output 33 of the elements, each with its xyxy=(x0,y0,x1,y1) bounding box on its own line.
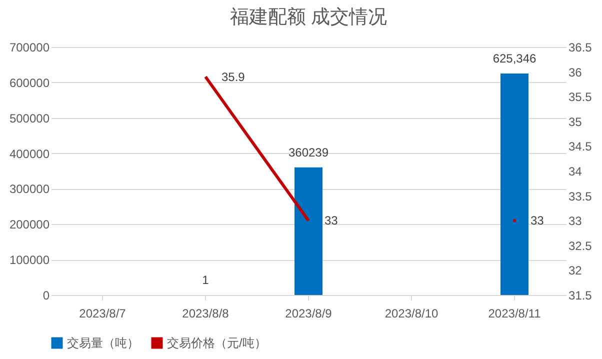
chart-title: 福建配额 成交情况 xyxy=(230,6,388,28)
y-tick-label: 500000 xyxy=(9,111,50,126)
legend-label: 交易价格（元/吨） xyxy=(167,336,266,350)
y2-tick-label: 36 xyxy=(568,65,582,80)
x-tick-label: 2023/8/11 xyxy=(488,306,542,320)
data-label: 33 xyxy=(530,214,544,228)
x-tick-label: 2023/8/8 xyxy=(182,306,230,320)
y2-tick-label: 35 xyxy=(568,114,582,129)
data-label: 1 xyxy=(202,273,210,287)
y2-tick-label: 31.5 xyxy=(568,288,592,302)
y2-tick-label: 32.5 xyxy=(568,238,592,253)
y-tick-label: 0 xyxy=(42,288,50,302)
y-tick-label: 300000 xyxy=(9,182,50,196)
x-tick-label: 2023/8/10 xyxy=(384,306,439,320)
legend-label: 交易量（吨） xyxy=(67,336,139,350)
y2-tick-label: 33.5 xyxy=(568,189,592,204)
y-tick-label: 200000 xyxy=(9,218,50,232)
y2-tick-label: 36.5 xyxy=(568,40,592,54)
data-label: 625,346 xyxy=(492,51,537,66)
data-label: 35.9 xyxy=(222,70,246,84)
y-tick-label: 100000 xyxy=(9,253,50,268)
data-label: 33 xyxy=(324,214,338,228)
y2-tick-label: 33 xyxy=(568,214,582,228)
y-tick-label: 700000 xyxy=(9,40,50,54)
y-tick-label: 400000 xyxy=(9,146,50,161)
y-tick-label: 600000 xyxy=(9,76,50,90)
y2-tick-label: 34 xyxy=(568,164,582,178)
data-label: 360239 xyxy=(288,145,329,160)
y2-tick-label: 34.5 xyxy=(568,140,592,154)
x-tick-label: 2023/8/9 xyxy=(285,306,332,320)
y2-tick-label: 32 xyxy=(568,264,582,278)
y2-tick-label: 35.5 xyxy=(568,90,592,104)
x-tick-label: 2023/8/7 xyxy=(79,306,126,320)
